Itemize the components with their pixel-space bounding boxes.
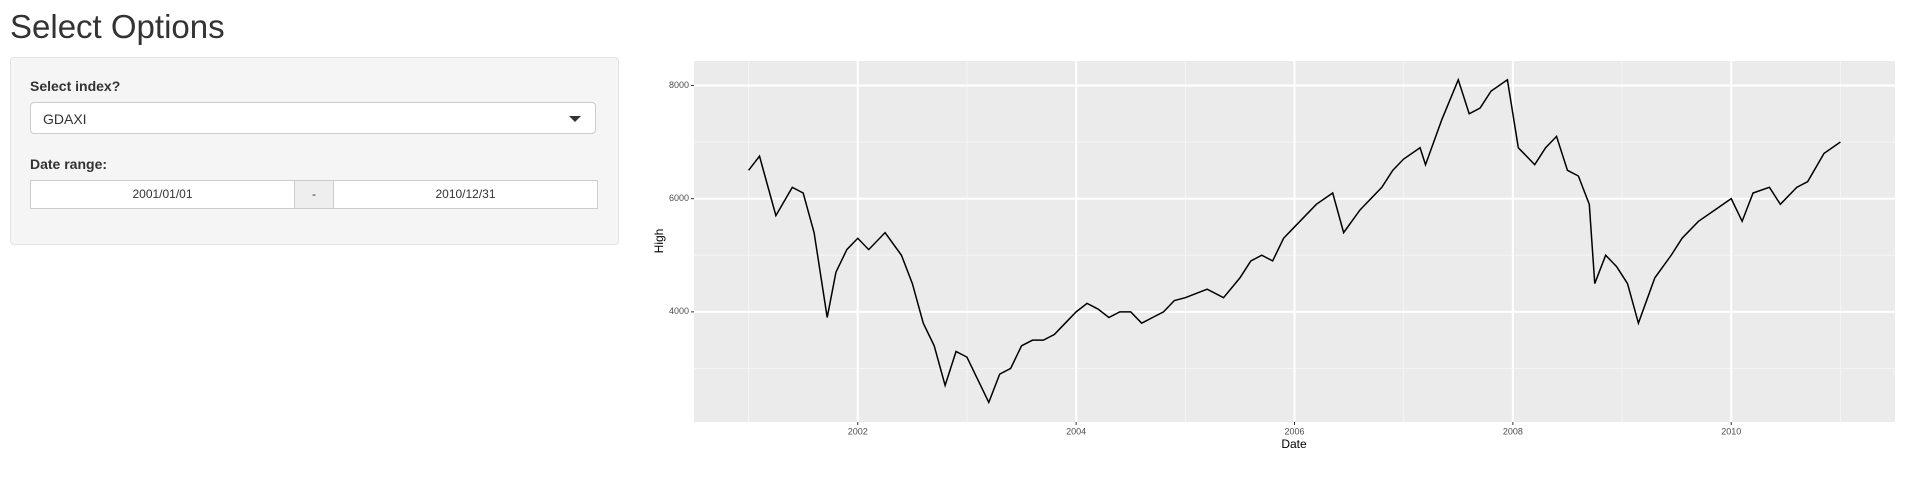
start-date[interactable]: 2001/01/01 bbox=[30, 180, 295, 209]
x-axis-title: Date bbox=[1281, 437, 1307, 451]
y-tick-label: 6000 bbox=[669, 193, 689, 203]
y-axis-title: High bbox=[652, 229, 666, 254]
index-select[interactable]: GDAXI bbox=[30, 102, 596, 134]
caret bbox=[569, 116, 581, 122]
x-tick-label: 2008 bbox=[1503, 426, 1523, 436]
x-tick-label: 2006 bbox=[1284, 426, 1304, 436]
date-label: Date range: bbox=[30, 156, 108, 172]
page-title: Select Options bbox=[10, 8, 225, 45]
index-value: GDAXI bbox=[43, 111, 87, 127]
x-tick-label: 2002 bbox=[848, 426, 868, 436]
index-label: Select index? bbox=[30, 78, 121, 94]
line bbox=[747, 77, 1841, 405]
x-tick-label: 2004 bbox=[1066, 426, 1086, 436]
options-panel: Select index? GDAXI Date range: 2001/01/… bbox=[10, 57, 619, 245]
y-tick-label: 4000 bbox=[669, 306, 689, 316]
x-tick-label: 2010 bbox=[1721, 426, 1741, 436]
end-date[interactable]: 2010/12/31 bbox=[333, 180, 598, 209]
y-tick-label: 8000 bbox=[669, 80, 689, 90]
date-range: 2001/01/01 - 2010/12/31 bbox=[30, 180, 598, 209]
date-separator: - bbox=[295, 180, 333, 209]
